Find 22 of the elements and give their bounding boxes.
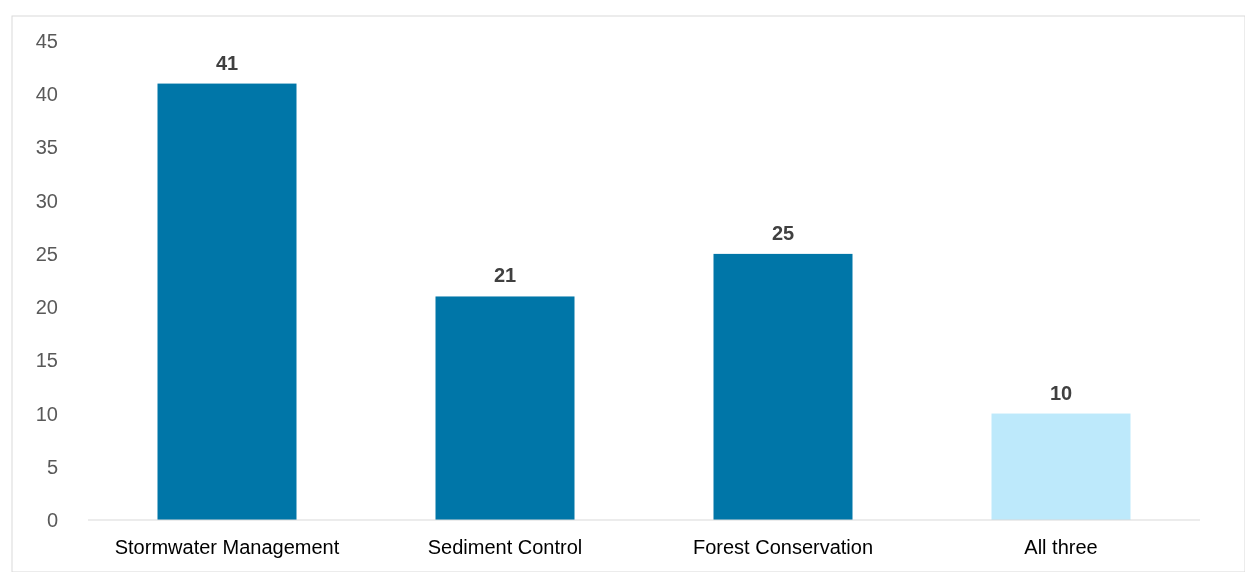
bar [435,296,575,520]
y-tick-label: 40 [35,83,58,106]
data-label: 41 [215,51,239,74]
y-tick-label: 35 [35,136,58,159]
bar [157,83,297,520]
y-tick-label: 30 [35,189,58,212]
y-tick-label: 20 [35,296,58,319]
y-tick-label: 0 [46,509,58,531]
bar [991,413,1131,520]
x-tick-label: Sediment Control [427,536,583,558]
x-tick-label: Forest Conservation [692,536,874,558]
y-tick-label: 15 [35,349,58,372]
data-label: 21 [493,264,517,287]
data-label: 10 [1049,381,1073,404]
x-tick-label: All three [1024,536,1098,558]
bar [713,253,853,520]
y-tick-label: 10 [35,402,58,425]
y-tick-label: 25 [35,242,58,265]
data-label: 25 [771,221,795,244]
y-tick-label: 45 [35,30,58,52]
x-tick-label: Stormwater Management [114,536,340,558]
y-tick-label: 5 [46,455,58,478]
